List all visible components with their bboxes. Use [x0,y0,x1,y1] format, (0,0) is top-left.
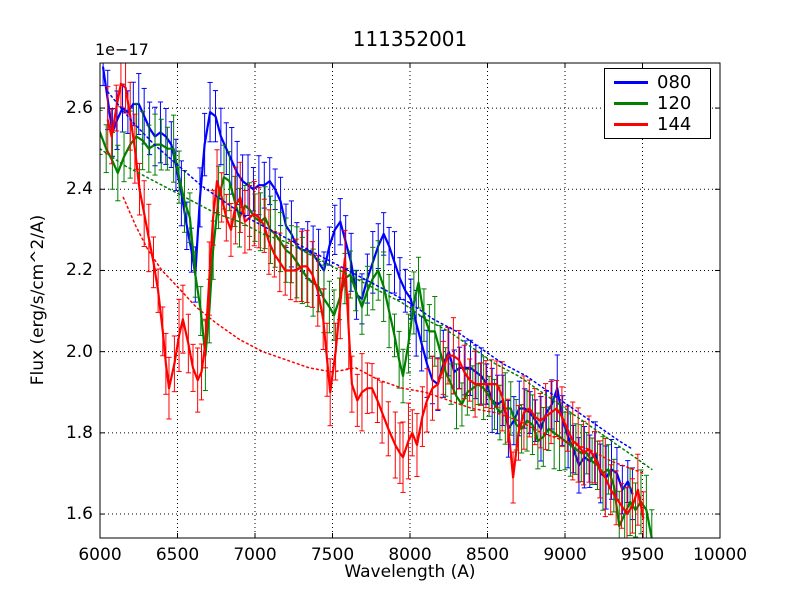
x-tick-label: 9500 [620,545,665,565]
legend: 080 120 144 [604,68,711,139]
y-tick-label: 2.2 [65,260,93,281]
y-axis-offset-label: 1e−17 [95,40,149,59]
y-tick-label: 2.0 [65,341,93,362]
series-line-144 fit [122,196,645,475]
legend-line-swatch [614,123,648,126]
x-tick-label: 6500 [155,545,200,565]
legend-entry-120: 120 [614,92,701,114]
y-axis-label: Flux (erg/s/cm^2/A) [28,214,48,386]
tick-marks [99,63,721,538]
x-tick-label: 7000 [233,545,277,565]
legend-entry-080: 080 [614,71,701,93]
series-line-144 [106,82,645,520]
x-axis-label: Wavelength (A) [344,562,476,582]
y-tick-label: 1.8 [65,422,93,443]
legend-label: 080 [657,71,692,93]
legend-entry-144: 144 [614,113,701,135]
series-line-080 fit [107,91,634,450]
y-tick-label: 1.6 [65,504,93,525]
legend-label: 120 [657,92,692,114]
legend-line-swatch [614,102,648,105]
y-tick-label: 2.4 [65,179,93,200]
plot-title: 111352001 [352,27,468,51]
x-tick-label: 7500 [310,545,355,565]
legend-label: 144 [657,113,692,135]
x-tick-label: 8000 [388,545,432,565]
x-tick-label: 8500 [465,545,510,565]
x-tick-label: 10000 [692,545,748,565]
series-line-120 fit [100,147,653,471]
data-series [100,63,655,538]
series-line-120 [100,131,653,538]
y-tick-label: 2.6 [65,98,93,119]
x-tick-label: 9000 [543,545,587,565]
x-tick-label: 6000 [78,545,122,565]
legend-line-swatch [614,81,648,84]
